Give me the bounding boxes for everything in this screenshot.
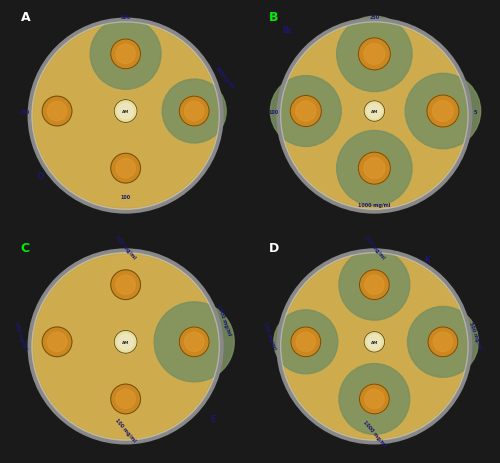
Circle shape (118, 104, 133, 119)
Circle shape (428, 327, 458, 357)
Circle shape (48, 332, 66, 352)
Circle shape (30, 20, 222, 212)
Circle shape (283, 256, 466, 438)
Circle shape (270, 76, 341, 147)
Circle shape (291, 327, 320, 357)
Text: 1000 mg/ml: 1000 mg/ml (362, 419, 386, 447)
Text: 500 mg/ml: 500 mg/ml (114, 235, 137, 260)
Circle shape (162, 80, 226, 144)
Text: AM: AM (122, 110, 130, 114)
Circle shape (30, 251, 222, 443)
Circle shape (278, 251, 470, 443)
Text: 5: 5 (473, 109, 476, 114)
Circle shape (90, 19, 161, 90)
Circle shape (427, 96, 459, 128)
Circle shape (336, 131, 412, 206)
Circle shape (184, 332, 204, 352)
Text: 500 mg/ml: 500 mg/ml (468, 321, 482, 350)
Circle shape (358, 39, 390, 71)
Circle shape (154, 302, 234, 382)
Circle shape (111, 384, 140, 414)
Text: AM: AM (370, 340, 378, 344)
Circle shape (432, 101, 454, 122)
Text: C: C (20, 242, 30, 255)
Text: 100 mg/ml: 100 mg/ml (114, 417, 137, 443)
Circle shape (278, 20, 470, 212)
Circle shape (364, 275, 384, 295)
Circle shape (42, 97, 72, 126)
Circle shape (296, 332, 316, 352)
Circle shape (434, 332, 452, 352)
Text: 100: 100 (120, 195, 130, 200)
Circle shape (364, 389, 384, 409)
Circle shape (114, 331, 137, 354)
Text: 250: 250 (20, 109, 30, 114)
Circle shape (48, 102, 66, 121)
Circle shape (339, 364, 410, 434)
Text: 250 mg/ml: 250 mg/ml (363, 235, 386, 260)
Text: D: D (269, 242, 280, 255)
Circle shape (368, 335, 381, 349)
Circle shape (116, 389, 136, 409)
Circle shape (296, 102, 316, 122)
Circle shape (336, 17, 412, 93)
Text: E: E (210, 414, 215, 423)
Circle shape (116, 45, 136, 64)
Circle shape (364, 101, 384, 122)
Circle shape (360, 384, 389, 414)
Circle shape (364, 158, 385, 179)
Text: 1000 mg/ml: 1000 mg/ml (216, 303, 232, 335)
Circle shape (111, 40, 140, 69)
Text: 500mg/ml: 500mg/ml (213, 66, 234, 89)
Text: 1000 mg/ml: 1000 mg/ml (358, 203, 390, 208)
Text: O: O (38, 171, 44, 180)
Circle shape (42, 327, 72, 357)
Text: A: A (20, 12, 30, 25)
Circle shape (358, 153, 390, 185)
Circle shape (116, 159, 136, 178)
Circle shape (339, 250, 410, 320)
Circle shape (368, 105, 381, 119)
Circle shape (184, 102, 204, 121)
Text: 100 mg/ml: 100 mg/ml (262, 321, 276, 350)
Circle shape (114, 100, 137, 123)
Text: 500: 500 (120, 15, 130, 19)
Text: 100: 100 (268, 109, 279, 114)
Circle shape (111, 154, 140, 184)
Circle shape (405, 74, 480, 150)
Circle shape (180, 97, 209, 126)
Circle shape (364, 332, 384, 352)
Circle shape (364, 44, 385, 65)
Circle shape (34, 25, 217, 207)
Text: K: K (424, 256, 430, 264)
Circle shape (290, 96, 322, 127)
Circle shape (116, 275, 136, 295)
Circle shape (408, 307, 478, 377)
Circle shape (34, 256, 217, 438)
Circle shape (274, 310, 338, 374)
Circle shape (360, 270, 389, 300)
Text: 250 mg/ml: 250 mg/ml (13, 321, 28, 350)
Text: 250: 250 (370, 15, 380, 19)
Circle shape (180, 327, 209, 357)
Text: AM: AM (370, 110, 378, 114)
Circle shape (111, 270, 140, 300)
Text: AM: AM (122, 340, 130, 344)
Text: Bc: Bc (282, 26, 292, 35)
Circle shape (118, 335, 133, 350)
Text: B: B (269, 12, 278, 25)
Circle shape (283, 25, 466, 207)
